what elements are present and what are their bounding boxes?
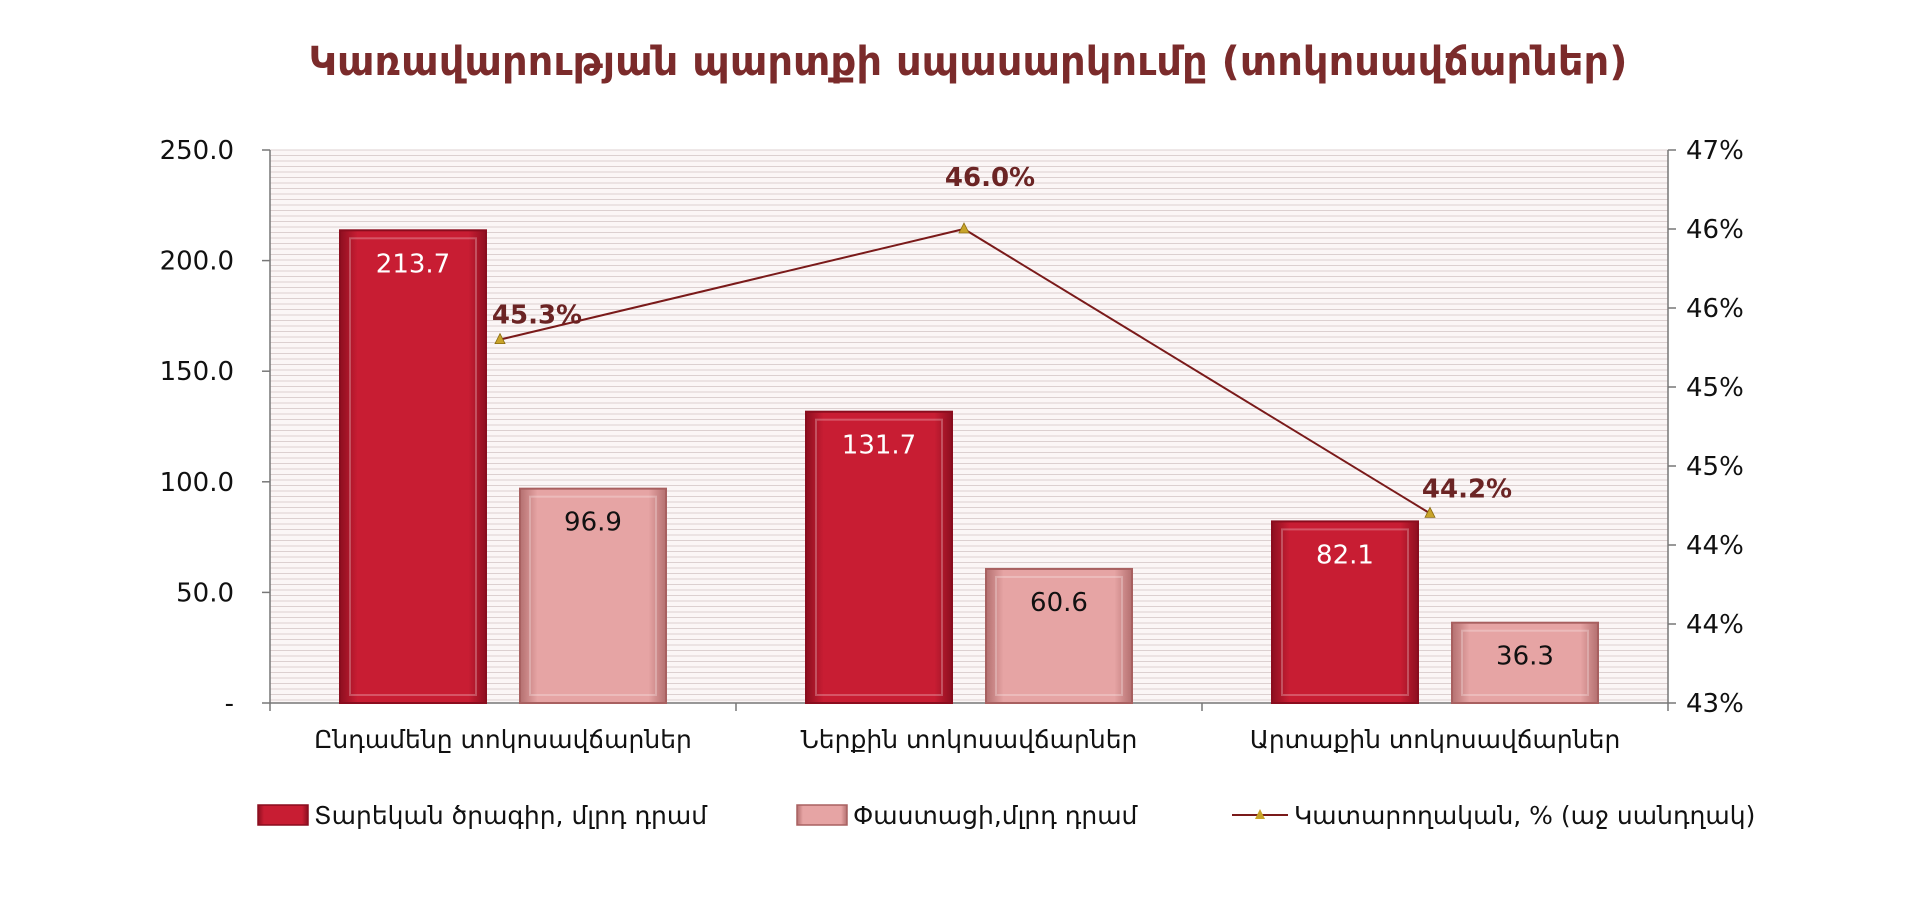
bar bbox=[805, 410, 953, 704]
bar bbox=[1271, 520, 1419, 704]
right-tick-label: 44% bbox=[1686, 531, 1744, 561]
bar-bevel bbox=[1281, 528, 1409, 696]
left-tick-label: 200.0 bbox=[160, 247, 234, 277]
right-tick-label: 44% bbox=[1686, 610, 1744, 640]
bars bbox=[339, 229, 1599, 705]
line-value-label: 46.0% bbox=[945, 163, 1035, 193]
right-tick-label: 47% bbox=[1686, 136, 1744, 166]
right-tick-label: 46% bbox=[1686, 294, 1744, 324]
bar-bevel bbox=[1461, 629, 1589, 697]
legend-swatch bbox=[796, 804, 848, 826]
bar bbox=[985, 567, 1133, 705]
legend-label: Տարեկան ծրագիր, մլրդ դրամ bbox=[314, 801, 708, 830]
category-label: Արտաքին տոկոսավճարներ bbox=[1250, 725, 1621, 754]
right-tick-label: 43% bbox=[1686, 689, 1744, 719]
right-tick-label: 45% bbox=[1686, 373, 1744, 403]
left-tick-label: 250.0 bbox=[160, 136, 234, 166]
line-value-label: 45.3% bbox=[492, 301, 582, 331]
line-point bbox=[494, 332, 506, 344]
line-point bbox=[1424, 506, 1436, 518]
left-tick-label: 100.0 bbox=[160, 468, 234, 498]
legend-swatch bbox=[257, 804, 309, 826]
bar bbox=[519, 487, 667, 704]
bar bbox=[1451, 621, 1599, 705]
legend-label: Փաստացի,մլրդ դրամ bbox=[853, 801, 1139, 830]
left-tick-label: 50.0 bbox=[176, 578, 234, 608]
axes: - 50.0 100.0 150.0 200.0 250.0 43% 44% 44% 45% 45%… bbox=[160, 136, 1744, 754]
bar-bevel bbox=[349, 237, 477, 696]
bar-value-label: 60.6 bbox=[1030, 588, 1088, 618]
chart-title: Կառավարության պարտքի սպասարկումը (տոկոսա… bbox=[308, 39, 1627, 85]
plot-area bbox=[270, 150, 1668, 703]
bar-value-label: 96.9 bbox=[564, 508, 622, 538]
left-tick-label: 150.0 bbox=[160, 357, 234, 387]
right-tick-label: 46% bbox=[1686, 215, 1744, 245]
gridlines bbox=[270, 149, 1668, 703]
legend-marker bbox=[1255, 809, 1265, 819]
legend-label: Կատարողական, % (աջ սանդղակ) bbox=[1294, 801, 1755, 830]
bar-value-label: 36.3 bbox=[1496, 642, 1554, 672]
line-value-label: 44.2% bbox=[1422, 474, 1512, 504]
legend: Տարեկան ծրագիր, մլրդ դրամ Փաստացի,մլրդ դր… bbox=[257, 801, 1755, 830]
bar-bevel bbox=[529, 495, 657, 696]
bar-value-label: 213.7 bbox=[376, 249, 450, 279]
left-tick-label: - bbox=[225, 689, 234, 719]
bar-bevel bbox=[815, 418, 943, 696]
line-series bbox=[494, 222, 1436, 518]
category-label: Ներքին տոկոսավճարներ bbox=[801, 725, 1138, 754]
line-point bbox=[958, 222, 970, 234]
bar-value-label: 131.7 bbox=[842, 431, 916, 461]
bar bbox=[339, 229, 487, 704]
category-label: Ընդամենը տոկոսավճարներ bbox=[314, 725, 692, 754]
right-tick-label: 45% bbox=[1686, 452, 1744, 482]
bar-bevel bbox=[995, 575, 1123, 697]
data-labels: 213.7 96.9 131.7 60.6 82.1 36.3 45.3% 46.0% 44.2… bbox=[376, 163, 1554, 672]
bar-value-label: 82.1 bbox=[1316, 540, 1374, 570]
